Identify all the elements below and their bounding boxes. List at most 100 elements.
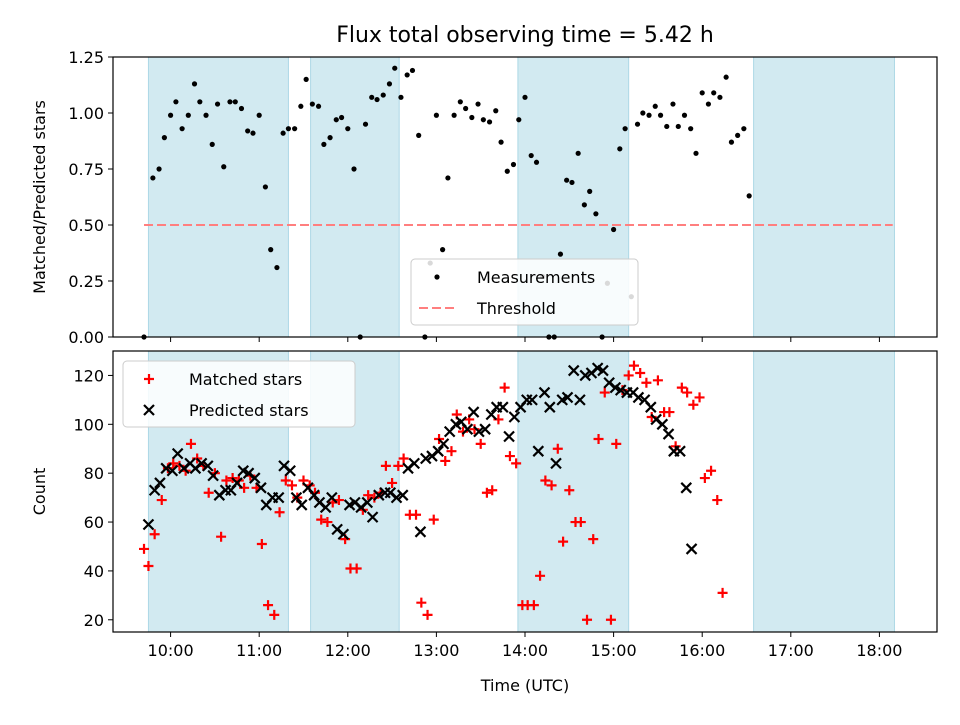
data-point: [408, 457, 421, 470]
data-point: [156, 166, 162, 172]
y-tick-label: 80: [84, 464, 104, 483]
data-point: [567, 364, 580, 377]
data-point: [269, 609, 280, 620]
legend-swatch: [144, 374, 154, 384]
data-point: [142, 518, 155, 531]
data-point: [166, 464, 179, 477]
data-point: [475, 438, 486, 449]
data-point: [207, 469, 219, 482]
data-point: [363, 490, 374, 501]
data-point: [561, 391, 574, 404]
data-point: [467, 406, 480, 418]
shaded-interval-0: [147, 56, 289, 338]
data-point: [404, 72, 410, 78]
data-point: [345, 126, 351, 132]
data-point: [485, 408, 498, 421]
data-point: [528, 152, 534, 159]
data-point: [656, 418, 669, 431]
legend-swatch: [434, 274, 440, 280]
data-point: [209, 141, 215, 147]
data-point: [582, 614, 593, 625]
chart-title: Flux total observing time = 5.42 h: [336, 23, 714, 48]
data-point: [681, 112, 688, 118]
y-tick-label: 60: [84, 513, 104, 532]
data-point: [316, 514, 327, 525]
data-point: [463, 105, 469, 112]
data-point: [461, 423, 474, 435]
data-point: [504, 168, 510, 174]
data-point: [693, 150, 699, 156]
data-point: [634, 121, 641, 127]
data-point: [575, 517, 586, 528]
data-point: [558, 536, 569, 547]
data-point: [508, 411, 521, 423]
data-point: [374, 96, 380, 103]
data-point: [387, 477, 398, 488]
data-point: [676, 382, 687, 393]
data-point: [641, 377, 652, 388]
data-point: [741, 126, 747, 132]
data-point: [433, 112, 439, 118]
data-point: [652, 375, 663, 386]
data-point: [574, 394, 586, 406]
data-point: [245, 128, 251, 134]
data-point: [338, 114, 345, 121]
y-tick-label: 1.25: [68, 48, 104, 67]
shaded-interval-2: [517, 350, 630, 633]
legend-label: Matched stars: [189, 370, 302, 389]
data-point: [272, 491, 285, 504]
data-point: [564, 177, 570, 183]
data-point: [528, 600, 539, 611]
x-tick-label: 12:00: [325, 641, 371, 660]
data-point: [419, 452, 432, 465]
data-point: [416, 597, 427, 608]
data-point: [179, 126, 185, 132]
shaded-interval-1: [310, 56, 400, 338]
data-point: [628, 360, 639, 371]
data-point: [280, 475, 291, 486]
data-point: [326, 491, 338, 504]
data-point: [457, 99, 463, 105]
x-tick-label: 18:00: [856, 641, 902, 660]
data-point: [351, 563, 362, 574]
data-point: [675, 123, 681, 130]
data-point: [588, 534, 599, 545]
data-point: [409, 67, 416, 74]
data-point: [493, 108, 499, 114]
x-tick-label: 15:00: [591, 641, 637, 660]
data-point: [173, 99, 179, 105]
data-point: [480, 117, 486, 123]
data-point: [321, 141, 327, 147]
data-point: [149, 529, 160, 540]
data-point: [214, 101, 221, 107]
data-point: [581, 202, 587, 208]
data-point: [746, 193, 752, 199]
data-point: [290, 491, 303, 504]
data-point: [503, 430, 515, 443]
data-point: [544, 401, 556, 413]
data-point: [481, 487, 492, 498]
data-point: [670, 101, 676, 107]
data-point: [445, 175, 451, 181]
data-point: [575, 150, 581, 156]
y-axis-label: Matched/Predicted stars: [30, 100, 49, 294]
data-point: [652, 103, 658, 109]
data-point: [221, 164, 227, 170]
data-point: [611, 226, 617, 233]
data-point: [231, 477, 243, 489]
x-tick-label: 14:00: [502, 641, 548, 660]
data-point: [522, 94, 528, 100]
shaded-interval-3: [753, 350, 895, 633]
data-point: [440, 455, 451, 466]
data-point: [645, 401, 657, 413]
data-point: [599, 387, 610, 398]
data-point: [398, 94, 404, 100]
data-point: [191, 81, 198, 87]
data-point: [416, 132, 422, 138]
y-tick-label: 120: [73, 366, 104, 385]
x-tick-label: 16:00: [679, 641, 725, 660]
data-point: [538, 386, 551, 399]
data-point: [255, 482, 267, 494]
shaded-interval-3: [753, 56, 895, 338]
